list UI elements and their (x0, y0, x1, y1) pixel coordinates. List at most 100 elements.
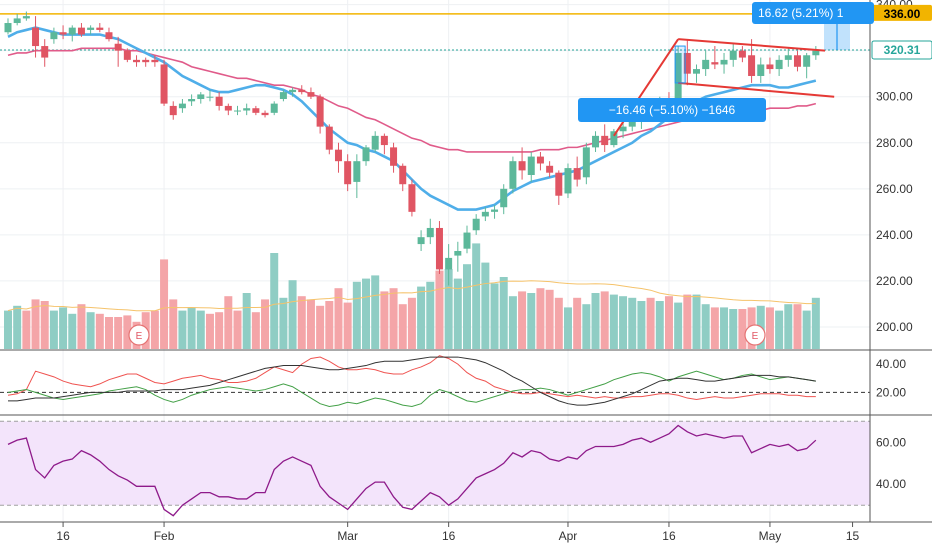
candle-body (399, 165, 407, 185)
candle-body (77, 27, 85, 35)
candle-body (674, 52, 682, 104)
candle-body (279, 92, 287, 100)
volume-bar (463, 264, 471, 349)
candle-body (445, 257, 453, 270)
axis-tick-label: 280.00 (876, 136, 913, 150)
volume-bar (628, 297, 637, 349)
volume-bar (554, 297, 563, 349)
volume-bar (582, 304, 591, 349)
candle-body (298, 89, 306, 93)
resistance-price-label: 336.00 (884, 7, 921, 21)
earnings-marker-label: E (752, 331, 759, 342)
last-price-badge: 320.31 (871, 40, 932, 60)
earnings-marker[interactable]: E (128, 324, 150, 346)
channel-line (678, 38, 826, 52)
volume-bar (178, 310, 187, 349)
volume-bar (664, 296, 673, 349)
volume-bar (637, 301, 646, 349)
volume-bar (435, 270, 444, 349)
volume-bar (297, 296, 306, 349)
volume-bar (224, 296, 233, 349)
volume-bar (600, 291, 609, 349)
volume-bar (472, 243, 481, 349)
volume-bar (710, 307, 719, 349)
resistance-price-badge: 336.00 (872, 4, 932, 21)
volume-bar (609, 294, 618, 349)
volume-bar (481, 262, 490, 349)
candle-body (426, 227, 434, 238)
candle-body (619, 126, 627, 132)
volume-bar (306, 299, 315, 349)
rsi-line (7, 424, 817, 517)
volume-bar (343, 302, 352, 349)
volume-bar (334, 288, 343, 349)
candle-body (720, 59, 728, 65)
volume-bar (417, 286, 426, 349)
candle-body (316, 96, 324, 127)
volume-bar (150, 310, 159, 349)
candle-body (738, 50, 746, 58)
volume-bar (729, 309, 738, 349)
candle-body (417, 237, 425, 245)
volume-bar (31, 299, 40, 349)
time-tick-label: 15 (846, 529, 860, 543)
volume-bar (802, 310, 811, 349)
candle-body (729, 50, 737, 60)
candle-body (160, 64, 168, 104)
volume-ma-line (7, 280, 816, 312)
time-tick-label: 16 (442, 529, 456, 543)
volume-bar (95, 313, 104, 349)
axis-tick-label: 220.00 (876, 274, 913, 288)
earnings-marker[interactable]: E (744, 324, 766, 346)
volume-bar (426, 281, 435, 349)
dmi-axis[interactable]: 40.00 20.00 (876, 357, 906, 399)
channel-line (678, 81, 835, 98)
volume-bar (619, 296, 628, 349)
candle-body (500, 188, 508, 208)
volume-bar (692, 294, 701, 349)
candle-body (344, 161, 352, 185)
axis-tick-label: 300.00 (876, 90, 913, 104)
candle-body (748, 55, 756, 76)
measure-down-tooltip[interactable]: −16.46 (−5.10%) −1646 (578, 98, 766, 122)
measure-up-tooltip[interactable]: 16.62 (5.21%) 1 (752, 2, 874, 24)
candle-body (206, 96, 214, 98)
candle-body (289, 89, 297, 93)
volume-bar (104, 317, 113, 349)
candle-body (546, 165, 554, 173)
candle-body (527, 156, 535, 175)
volume-bar (279, 297, 288, 349)
time-axis[interactable]: 16 Feb Mar 16 Apr 16 May 15 (56, 522, 860, 543)
volume-bar (22, 310, 31, 349)
volume-bar (499, 277, 508, 349)
volume-bar (398, 304, 407, 349)
volume-bar (251, 312, 260, 349)
candle-body (325, 126, 333, 150)
volume-bar (352, 281, 361, 349)
candle-body (41, 46, 49, 58)
candle-body (13, 18, 21, 24)
volume-bar (793, 304, 802, 349)
candle-body (610, 131, 618, 146)
measure-down-text: −16.46 (−5.10%) −1646 (609, 103, 736, 117)
candle-body (408, 184, 416, 212)
axis-tick-label: 200.00 (876, 320, 913, 334)
candle-body (215, 96, 223, 106)
plus-di-line (7, 370, 816, 408)
candle-body (224, 105, 232, 111)
volume-bar (68, 313, 77, 349)
rsi-axis[interactable]: 60.00 40.00 (876, 435, 906, 491)
candle-body (188, 99, 196, 102)
volume-bar (683, 294, 692, 349)
axis-tick-label: 40.00 (876, 477, 906, 491)
candle-body (59, 32, 67, 35)
volume-bar (196, 310, 205, 349)
volume-bar (169, 299, 178, 349)
candle-body (784, 55, 792, 60)
candle-body (518, 161, 526, 171)
candle-body (454, 250, 462, 256)
volume-bar (518, 291, 527, 349)
axis-tick-label: 240.00 (876, 228, 913, 242)
